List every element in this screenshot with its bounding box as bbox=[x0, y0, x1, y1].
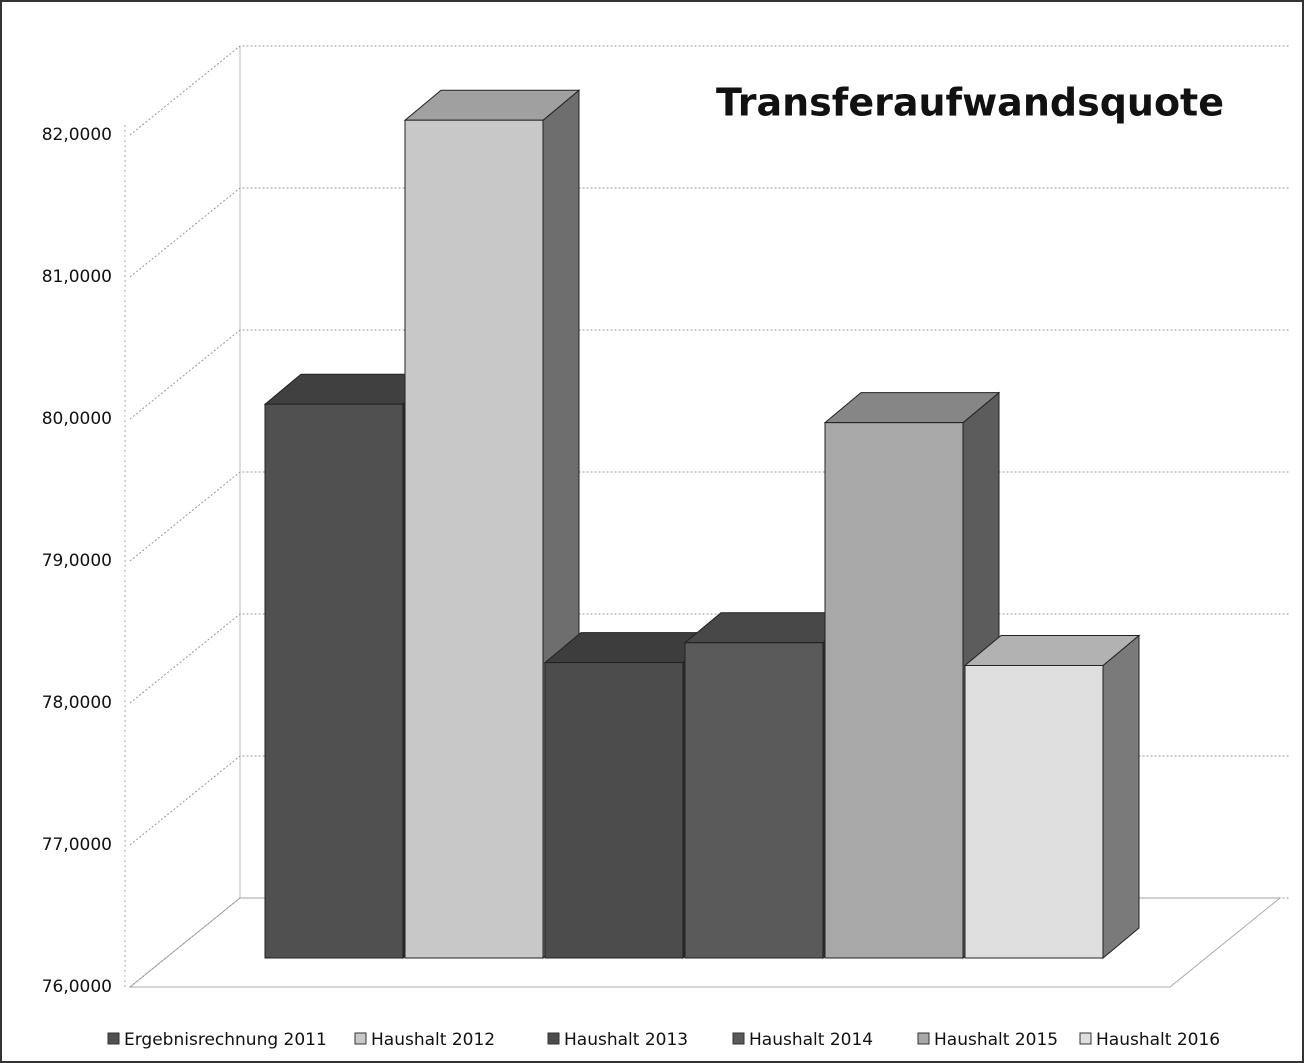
legend-label: Haushalt 2013 bbox=[564, 1030, 688, 1050]
y-tick-label: 77,0000 bbox=[42, 835, 112, 855]
grid-line bbox=[129, 329, 1290, 420]
legend-swatch bbox=[107, 1032, 120, 1045]
bar bbox=[824, 422, 964, 959]
y-tick-label: 76,0000 bbox=[42, 977, 112, 997]
y-tick-label: 82,0000 bbox=[42, 125, 112, 145]
bar bbox=[684, 642, 824, 959]
grid-line bbox=[129, 187, 1290, 278]
legend-swatch bbox=[354, 1032, 367, 1045]
legend-label: Ergebnisrechnung 2011 bbox=[124, 1030, 327, 1050]
legend-swatch bbox=[547, 1032, 560, 1045]
y-tick-label: 80,0000 bbox=[42, 409, 112, 429]
bar bbox=[264, 403, 404, 959]
y-tick-label: 78,0000 bbox=[42, 693, 112, 713]
chart-title: Transferaufwandsquote bbox=[716, 81, 1224, 125]
legend-label: Haushalt 2016 bbox=[1096, 1030, 1220, 1050]
y-tick-label: 79,0000 bbox=[42, 551, 112, 571]
y-tick-label: 81,0000 bbox=[42, 267, 112, 287]
bar bbox=[404, 119, 544, 959]
legend-label: Haushalt 2015 bbox=[934, 1030, 1058, 1050]
legend-swatch bbox=[1079, 1032, 1092, 1045]
legend-swatch bbox=[732, 1032, 745, 1045]
legend-label: Haushalt 2014 bbox=[749, 1030, 873, 1050]
bar bbox=[544, 662, 684, 959]
legend-label: Haushalt 2012 bbox=[371, 1030, 495, 1050]
bar-side bbox=[1102, 634, 1140, 960]
legend-swatch bbox=[917, 1032, 930, 1045]
grid-line bbox=[129, 45, 1290, 136]
bar bbox=[964, 664, 1104, 959]
